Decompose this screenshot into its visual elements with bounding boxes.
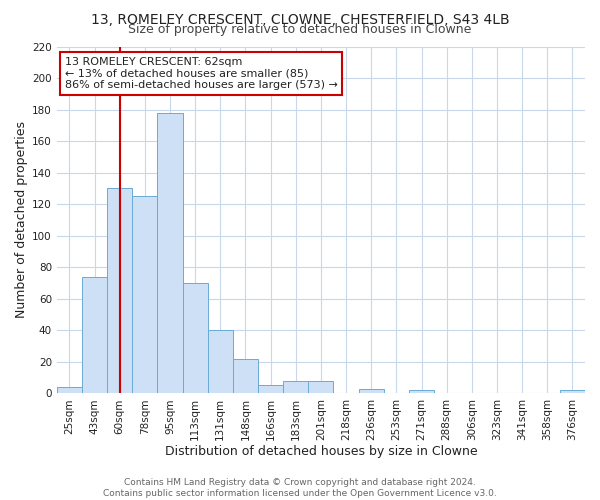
Bar	[258, 386, 283, 394]
Text: 13, ROMELEY CRESCENT, CLOWNE, CHESTERFIELD, S43 4LB: 13, ROMELEY CRESCENT, CLOWNE, CHESTERFIE…	[91, 12, 509, 26]
Bar	[283, 380, 308, 394]
X-axis label: Distribution of detached houses by size in Clowne: Distribution of detached houses by size …	[164, 444, 477, 458]
Bar	[182, 283, 208, 394]
Bar	[409, 390, 434, 394]
Text: 13 ROMELEY CRESCENT: 62sqm
← 13% of detached houses are smaller (85)
86% of semi: 13 ROMELEY CRESCENT: 62sqm ← 13% of deta…	[65, 57, 338, 90]
Bar	[132, 196, 157, 394]
Bar	[82, 276, 107, 394]
Bar	[57, 387, 82, 394]
Bar	[157, 112, 182, 394]
Bar	[308, 380, 334, 394]
Text: Size of property relative to detached houses in Clowne: Size of property relative to detached ho…	[128, 22, 472, 36]
Bar	[359, 388, 384, 394]
Bar	[107, 188, 132, 394]
Bar	[560, 390, 585, 394]
Bar	[208, 330, 233, 394]
Text: Contains HM Land Registry data © Crown copyright and database right 2024.
Contai: Contains HM Land Registry data © Crown c…	[103, 478, 497, 498]
Bar	[233, 358, 258, 394]
Y-axis label: Number of detached properties: Number of detached properties	[15, 122, 28, 318]
